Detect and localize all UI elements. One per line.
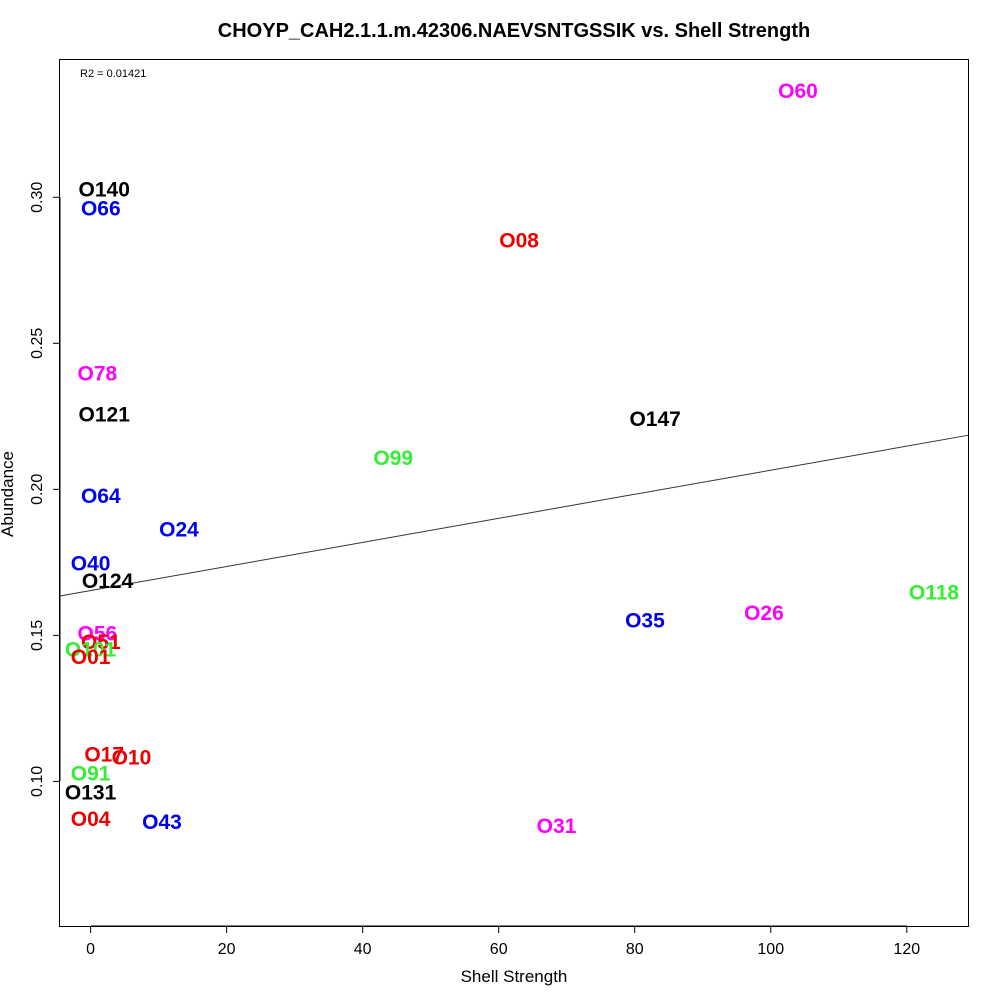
data-point-o04: O04 — [71, 808, 111, 831]
data-point-o40: O40 — [71, 552, 111, 575]
data-point-o78: O78 — [78, 362, 118, 385]
data-point-o60: O60 — [778, 80, 818, 103]
x-axis: 0 20 40 60 80 100 120 — [86, 925, 920, 958]
plot-frame — [59, 59, 969, 927]
y-axis: 0.10 0.15 0.20 0.25 0.30 — [29, 182, 61, 797]
data-point-o147: O147 — [629, 408, 680, 431]
data-point-o91: O91 — [71, 763, 111, 786]
x-tick-label: 100 — [757, 941, 784, 958]
y-tick-label: 0.10 — [29, 766, 46, 797]
data-point-o51: O51 — [81, 631, 121, 654]
regression-line — [59, 434, 969, 597]
data-point-o101: O101 — [65, 638, 117, 661]
data-point-o121: O121 — [79, 403, 131, 426]
data-point-o01: O01 — [71, 646, 111, 669]
data-point-o31: O31 — [537, 815, 577, 838]
data-point-o24: O24 — [159, 519, 199, 542]
data-point-o43: O43 — [142, 811, 182, 834]
x-tick-label: 60 — [490, 941, 508, 958]
data-point-o64: O64 — [81, 485, 121, 508]
data-point-o35: O35 — [625, 609, 665, 632]
data-point-o140: O140 — [79, 178, 130, 201]
y-tick-label: 0.30 — [29, 182, 46, 213]
data-point-o124: O124 — [82, 570, 134, 593]
y-axis-label: Abundance — [0, 451, 17, 537]
x-tick-label: 20 — [218, 941, 236, 958]
data-point-o10: O10 — [112, 747, 152, 770]
data-point-o118: O118 — [909, 582, 960, 605]
data-point-o99: O99 — [373, 447, 413, 470]
data-point-o17: O17 — [84, 744, 124, 767]
x-axis-label: Shell Strength — [461, 967, 568, 986]
x-tick-label: 0 — [86, 941, 95, 958]
data-point-o56: O56 — [78, 622, 118, 645]
data-point-o08: O08 — [499, 230, 539, 253]
y-tick-label: 0.25 — [29, 328, 46, 359]
x-tick-label: 40 — [354, 941, 372, 958]
data-point-o66: O66 — [81, 197, 121, 220]
y-tick-label: 0.15 — [29, 620, 46, 651]
data-point-o131: O131 — [65, 782, 117, 805]
data-point-o26: O26 — [744, 602, 784, 625]
r2-annotation: R2 = 0.01421 — [80, 68, 146, 80]
y-tick-label: 0.20 — [29, 474, 46, 505]
chart-title: CHOYP_CAH2.1.1.m.42306.NAEVSNTGSSIK vs. … — [218, 20, 810, 42]
x-tick-label: 120 — [893, 941, 920, 958]
x-tick-label: 80 — [626, 941, 644, 958]
